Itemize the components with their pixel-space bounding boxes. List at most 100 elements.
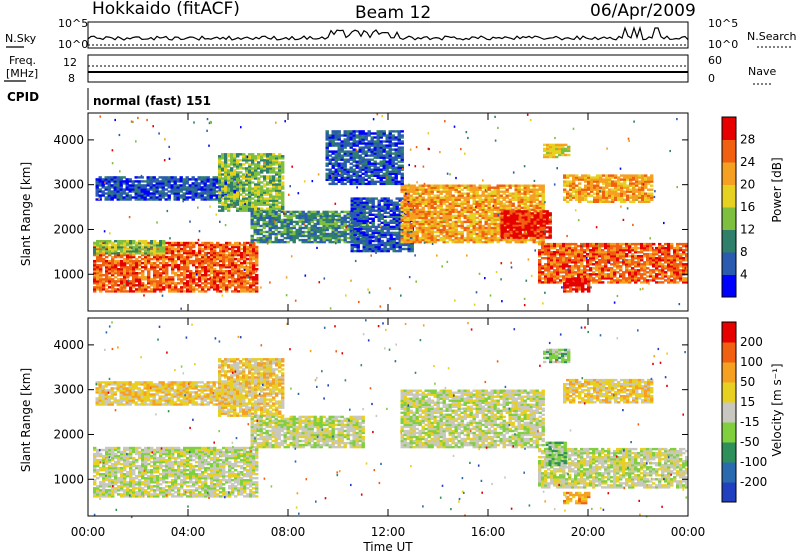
- heatmap-cell: [439, 232, 443, 236]
- heatmap-cell: [138, 261, 142, 265]
- heatmap-cell: [265, 214, 269, 218]
- heatmap-cell: [227, 163, 231, 166]
- freq-label: Freq.: [9, 54, 36, 67]
- heatmap-cell: [95, 194, 99, 197]
- heatmap-cell: [398, 219, 402, 222]
- heatmap-cell: [237, 272, 241, 275]
- heatmap-cell: [171, 278, 175, 281]
- heatmap-cell: [343, 214, 347, 218]
- heatmap-cell: [403, 232, 407, 236]
- heatmap-cell: [502, 202, 506, 205]
- heatmap-cell: [132, 290, 136, 293]
- heatmap-cell: [221, 209, 225, 212]
- heatmap-cell: [281, 177, 285, 180]
- heatmap-cell: [189, 253, 193, 257]
- heatmap-cell: [520, 188, 524, 191]
- heatmap-cell: [433, 220, 437, 224]
- heatmap-cell: [242, 153, 246, 156]
- heatmap-cell: [457, 240, 461, 244]
- heatmap-cell: [203, 176, 207, 179]
- heatmap-cell: [542, 232, 546, 235]
- heatmap-cell: [228, 257, 232, 261]
- heatmap-cell: [102, 248, 106, 251]
- heatmap-cell: [503, 216, 507, 219]
- heatmap-cell: [469, 220, 473, 224]
- heatmap-cell: [98, 188, 102, 191]
- heatmap-cell: [466, 218, 470, 222]
- heatmap-cell: [562, 271, 566, 274]
- heatmap-cell: [421, 230, 425, 234]
- heatmap-cell: [392, 237, 396, 241]
- heatmap-cell: [535, 190, 539, 193]
- heatmap-cell: [353, 241, 357, 245]
- heatmap-cell: [177, 251, 181, 255]
- heatmap-cell: [515, 236, 519, 239]
- heatmap-cell: [424, 218, 428, 222]
- heatmap-cell: [153, 250, 157, 253]
- heatmap-cell: [356, 205, 360, 208]
- heatmap-cell: [517, 204, 521, 207]
- heatmap-cell: [521, 216, 525, 219]
- heatmap-cell: [144, 266, 148, 269]
- heatmap-cell: [469, 238, 473, 242]
- heatmap-cell: [155, 188, 159, 191]
- heatmap-cell: [571, 267, 575, 270]
- heatmap-cell: [322, 214, 326, 218]
- heatmap-cell: [353, 207, 357, 210]
- heatmap-cell: [383, 221, 387, 224]
- heatmap-cell: [245, 181, 249, 184]
- heatmap-cell: [266, 165, 270, 168]
- heatmap-cell: [213, 288, 217, 291]
- heatmap-cell: [134, 176, 138, 179]
- heatmap-cell: [304, 220, 308, 224]
- heatmap-cell: [592, 242, 596, 246]
- heatmap-cell: [240, 251, 244, 255]
- heatmap-cell: [122, 176, 126, 179]
- heatmap-cell: [96, 284, 100, 287]
- nave-tick-top: 60: [708, 54, 722, 67]
- heatmap-cell: [227, 159, 231, 162]
- heatmap-cell: [132, 261, 136, 265]
- heatmap-cell: [266, 203, 270, 206]
- heatmap-cell: [380, 241, 384, 245]
- heatmap-cell: [539, 230, 543, 233]
- heatmap-cell: [219, 247, 223, 251]
- heatmap-cell: [259, 236, 263, 240]
- heatmap-cell: [233, 195, 237, 198]
- heatmap-cell: [132, 268, 136, 271]
- heatmap-cell: [227, 199, 231, 202]
- heatmap-cell: [162, 276, 166, 279]
- heatmap-cell: [253, 214, 257, 218]
- heatmap-cell: [509, 228, 513, 231]
- heatmap-cell: [542, 214, 546, 217]
- heatmap-cell: [545, 218, 549, 221]
- heatmap-cell: [153, 268, 157, 271]
- heatmap-cell: [517, 190, 521, 193]
- heatmap-cell: [436, 186, 440, 189]
- heatmap-cell: [515, 230, 519, 233]
- heatmap-cell: [409, 200, 413, 203]
- heatmap-cell: [165, 264, 169, 267]
- heatmap-cell: [265, 238, 269, 242]
- heatmap-cell: [350, 237, 354, 241]
- heatmap-cell: [162, 252, 166, 255]
- heatmap-cell: [230, 163, 234, 166]
- heatmap-cell: [496, 208, 500, 211]
- heatmap-cell: [254, 169, 258, 172]
- heatmap-cell: [198, 290, 202, 293]
- heatmap-cell: [392, 233, 396, 237]
- heatmap-cell: [207, 282, 211, 285]
- heatmap-cell: [170, 180, 174, 183]
- heatmap-cell: [374, 225, 378, 229]
- heatmap-cell: [430, 230, 434, 234]
- heatmap-cell: [108, 286, 112, 289]
- heatmap-cell: [192, 278, 196, 281]
- heatmap-cell: [532, 232, 536, 236]
- heatmap-cell: [550, 263, 554, 266]
- heatmap-cell: [141, 270, 145, 273]
- heatmap-cell: [466, 216, 470, 220]
- heatmap-cell: [400, 186, 404, 189]
- heatmap-cell: [574, 249, 578, 252]
- heatmap-cell: [117, 278, 121, 281]
- heatmap-cell: [219, 255, 223, 259]
